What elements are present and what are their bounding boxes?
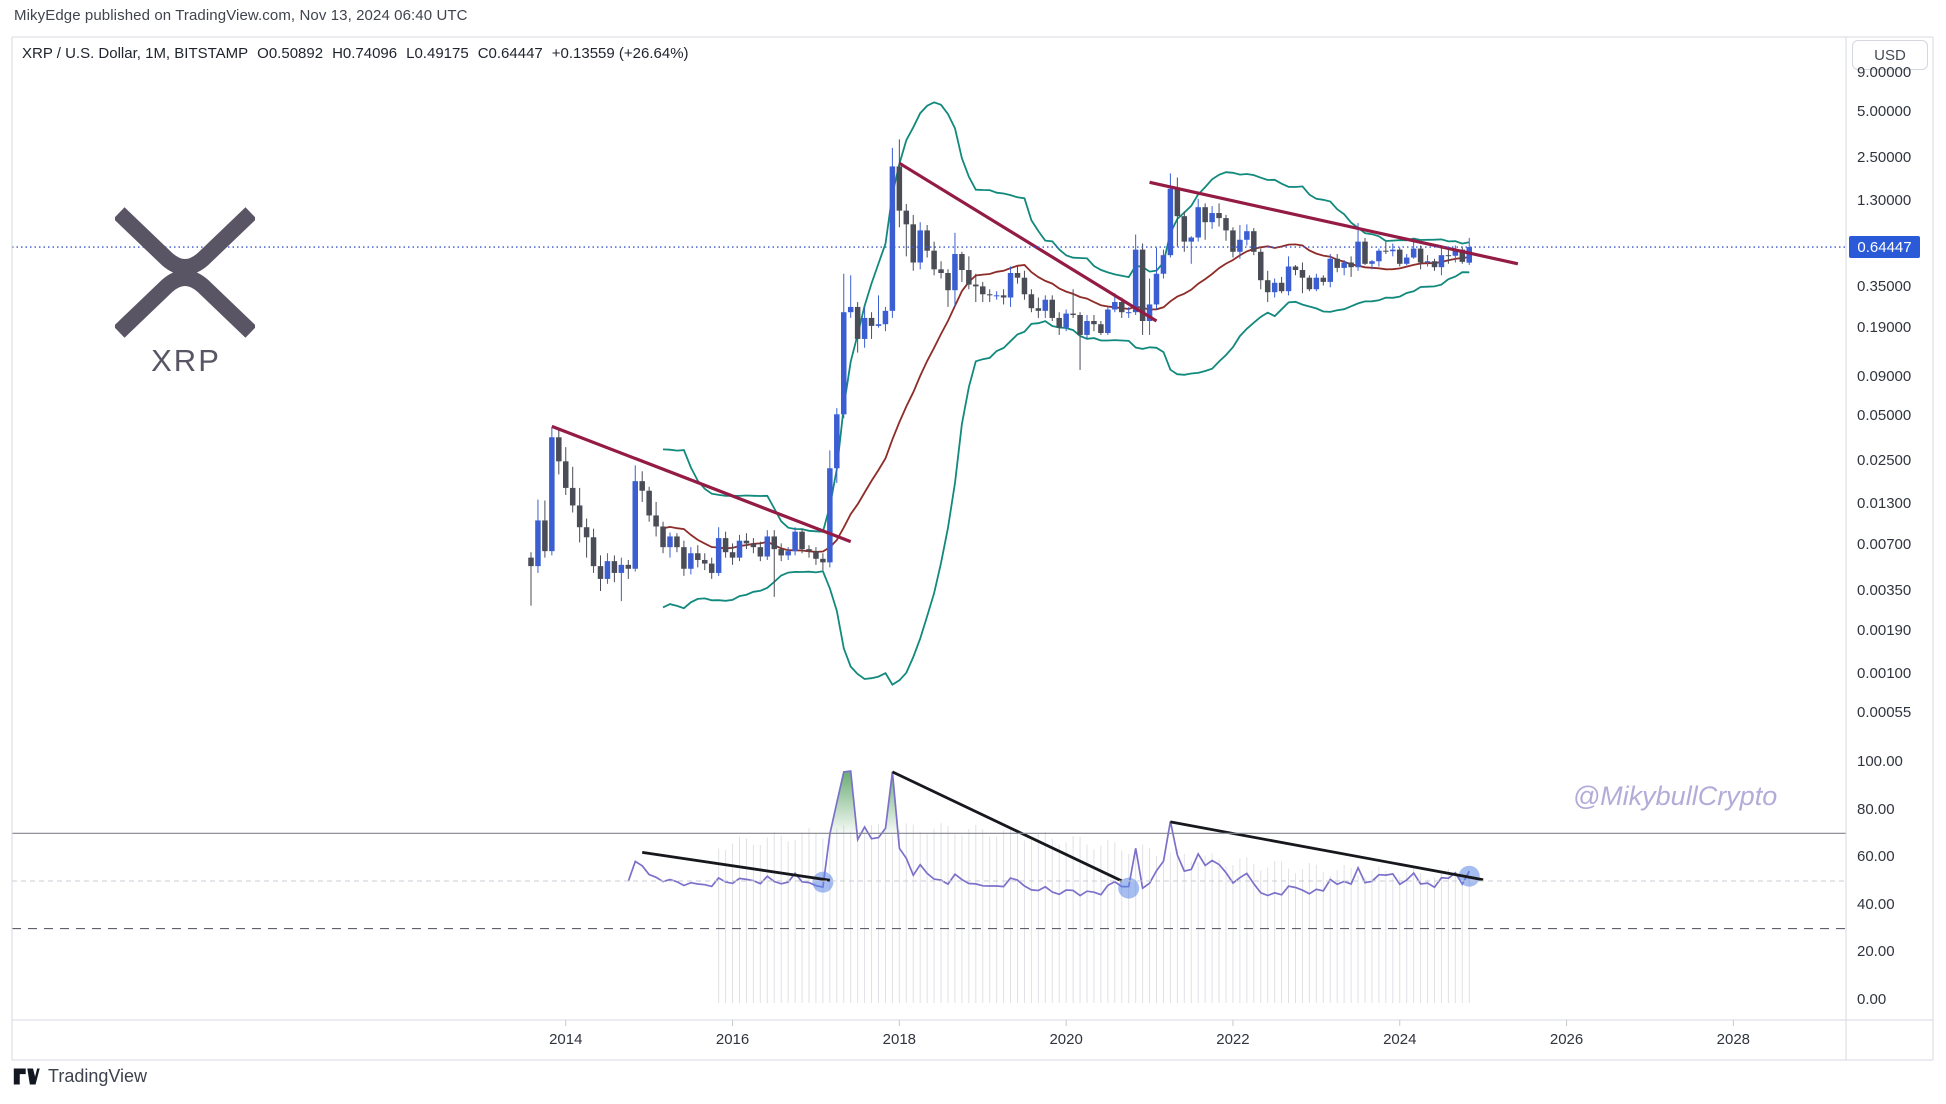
price-tick-label: 0.05000	[1857, 406, 1912, 424]
price-tick-label: 0.00190	[1857, 622, 1912, 640]
rsi-histogram	[718, 823, 1470, 1003]
rsi-tick-label: 80.00	[1857, 800, 1895, 818]
bollinger-upper-band	[662, 101, 1470, 533]
price-axis[interactable]	[1846, 37, 1946, 1020]
ohlc-low: L0.49175	[406, 45, 469, 62]
price-trendline-1[interactable]	[551, 424, 852, 544]
ohlc-close: C0.64447	[477, 45, 543, 62]
year-tick-label: 2022	[1216, 1031, 1250, 1048]
time-axis[interactable]	[12, 1020, 1933, 1060]
tradingview-logo-icon	[13, 1068, 40, 1085]
price-tick-label: 0.35000	[1857, 278, 1912, 296]
rsi-overbought-fill	[829, 771, 858, 834]
price-tick-label: 0.09000	[1857, 367, 1912, 385]
price-tick-label: 5.00000	[1857, 103, 1912, 120]
price-tick-label: 0.00700	[1857, 536, 1912, 554]
price-trendline-3[interactable]	[1149, 180, 1519, 266]
current-price-label: 0.64447	[1849, 236, 1920, 258]
tradingview-footer[interactable]: TradingView	[13, 1066, 147, 1087]
tradingview-brand-text: TradingView	[48, 1066, 148, 1086]
rsi-tick-label: 0.00	[1857, 991, 1887, 1008]
price-tick-label: 9.00000	[1857, 64, 1912, 82]
ohlc-open: O0.50892	[257, 45, 324, 62]
year-tick-label: 2024	[1383, 1031, 1417, 1048]
bollinger-basis-line	[662, 243, 1470, 553]
price-tick-label: 2.50000	[1857, 148, 1912, 166]
price-tick-label: 0.01300	[1857, 495, 1912, 513]
price-tick-label: 0.02500	[1857, 452, 1912, 470]
plot-area[interactable]	[528, 101, 1519, 1003]
year-tick-label: 2020	[1049, 1031, 1083, 1048]
price-tick-label: 0.00350	[1857, 581, 1912, 599]
rsi-marker-circle-1[interactable]	[812, 871, 834, 893]
bollinger-lower-band	[662, 271, 1470, 686]
symbol-title: XRP / U.S. Dollar, 1M, BITSTAMP	[22, 45, 249, 62]
year-tick-label: 2028	[1716, 1031, 1751, 1048]
rsi-tick-label: 60.00	[1857, 848, 1895, 866]
ohlc-change: +0.13559 (+26.64%)	[551, 45, 689, 62]
year-tick-label: 2018	[882, 1031, 917, 1048]
rsi-trendline-1[interactable]	[641, 850, 831, 882]
currency-toggle-button[interactable]: USD	[1852, 40, 1928, 70]
price-tick-label: 0.00100	[1857, 664, 1912, 682]
attribution-text: MikyEdge published on TradingView.com, N…	[14, 7, 468, 24]
price-tick-label: 0.00055	[1857, 703, 1912, 721]
rsi-overbought-fill	[881, 771, 898, 834]
rsi-trendline-3[interactable]	[1170, 820, 1484, 882]
rsi-marker-circle-2[interactable]	[1118, 877, 1140, 899]
ohlc-high: H0.74096	[332, 45, 398, 62]
year-tick-label: 2026	[1549, 1031, 1584, 1048]
xrp-logo-text: XRP	[151, 343, 221, 378]
year-tick-label: 2014	[549, 1031, 583, 1048]
rsi-tick-label: 40.00	[1857, 895, 1895, 913]
price-tick-label: 1.30000	[1857, 191, 1912, 209]
rsi-tick-label: 100.00	[1857, 752, 1903, 770]
rsi-trendline-2[interactable]	[891, 770, 1123, 883]
candlestick-series	[528, 139, 1472, 606]
author-watermark: @MikybullCrypto	[1572, 781, 1778, 811]
price-tick-label: 0.19000	[1857, 318, 1912, 336]
xrp-logo-icon	[115, 207, 255, 338]
rsi-tick-label: 20.00	[1857, 943, 1895, 961]
price-trendline-2[interactable]	[898, 161, 1158, 323]
year-tick-label: 2016	[715, 1031, 750, 1048]
symbol-legend[interactable]: XRP / U.S. Dollar, 1M, BITSTAMP O0.50892 H…	[22, 45, 698, 62]
